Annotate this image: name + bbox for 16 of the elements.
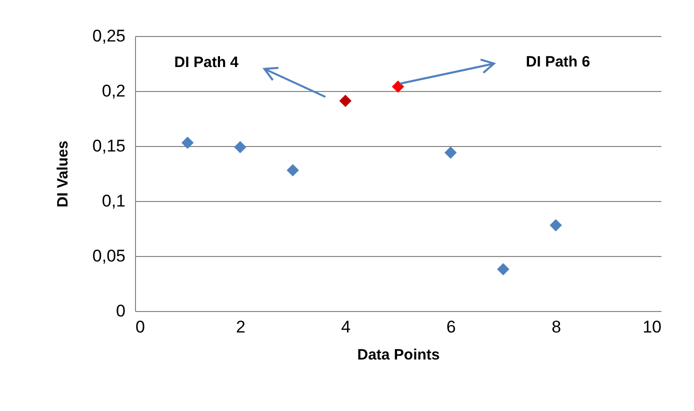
x-tick-label: 0: [136, 318, 145, 336]
x-tick-label: 8: [552, 318, 562, 336]
y-tick-label: 0,15: [92, 136, 126, 156]
y-axis-title: DI Values: [54, 140, 72, 208]
x-tick-label: 2: [236, 318, 246, 336]
y-tick-label: 0,2: [102, 82, 126, 100]
y-tick-label: 0: [116, 302, 126, 320]
y-tick-label: 0,1: [102, 192, 126, 210]
y-tick-label: 0,25: [92, 26, 126, 46]
x-tick-label: 6: [446, 318, 456, 336]
y-tick-label: 0,05: [92, 246, 126, 266]
annotation: DI Path 6: [526, 54, 590, 71]
annotation: DI Path 4: [174, 54, 240, 71]
x-axis-title: Data Points: [357, 346, 440, 364]
x-tick-label: 4: [341, 318, 351, 336]
x-tick-label: 10: [642, 318, 662, 336]
